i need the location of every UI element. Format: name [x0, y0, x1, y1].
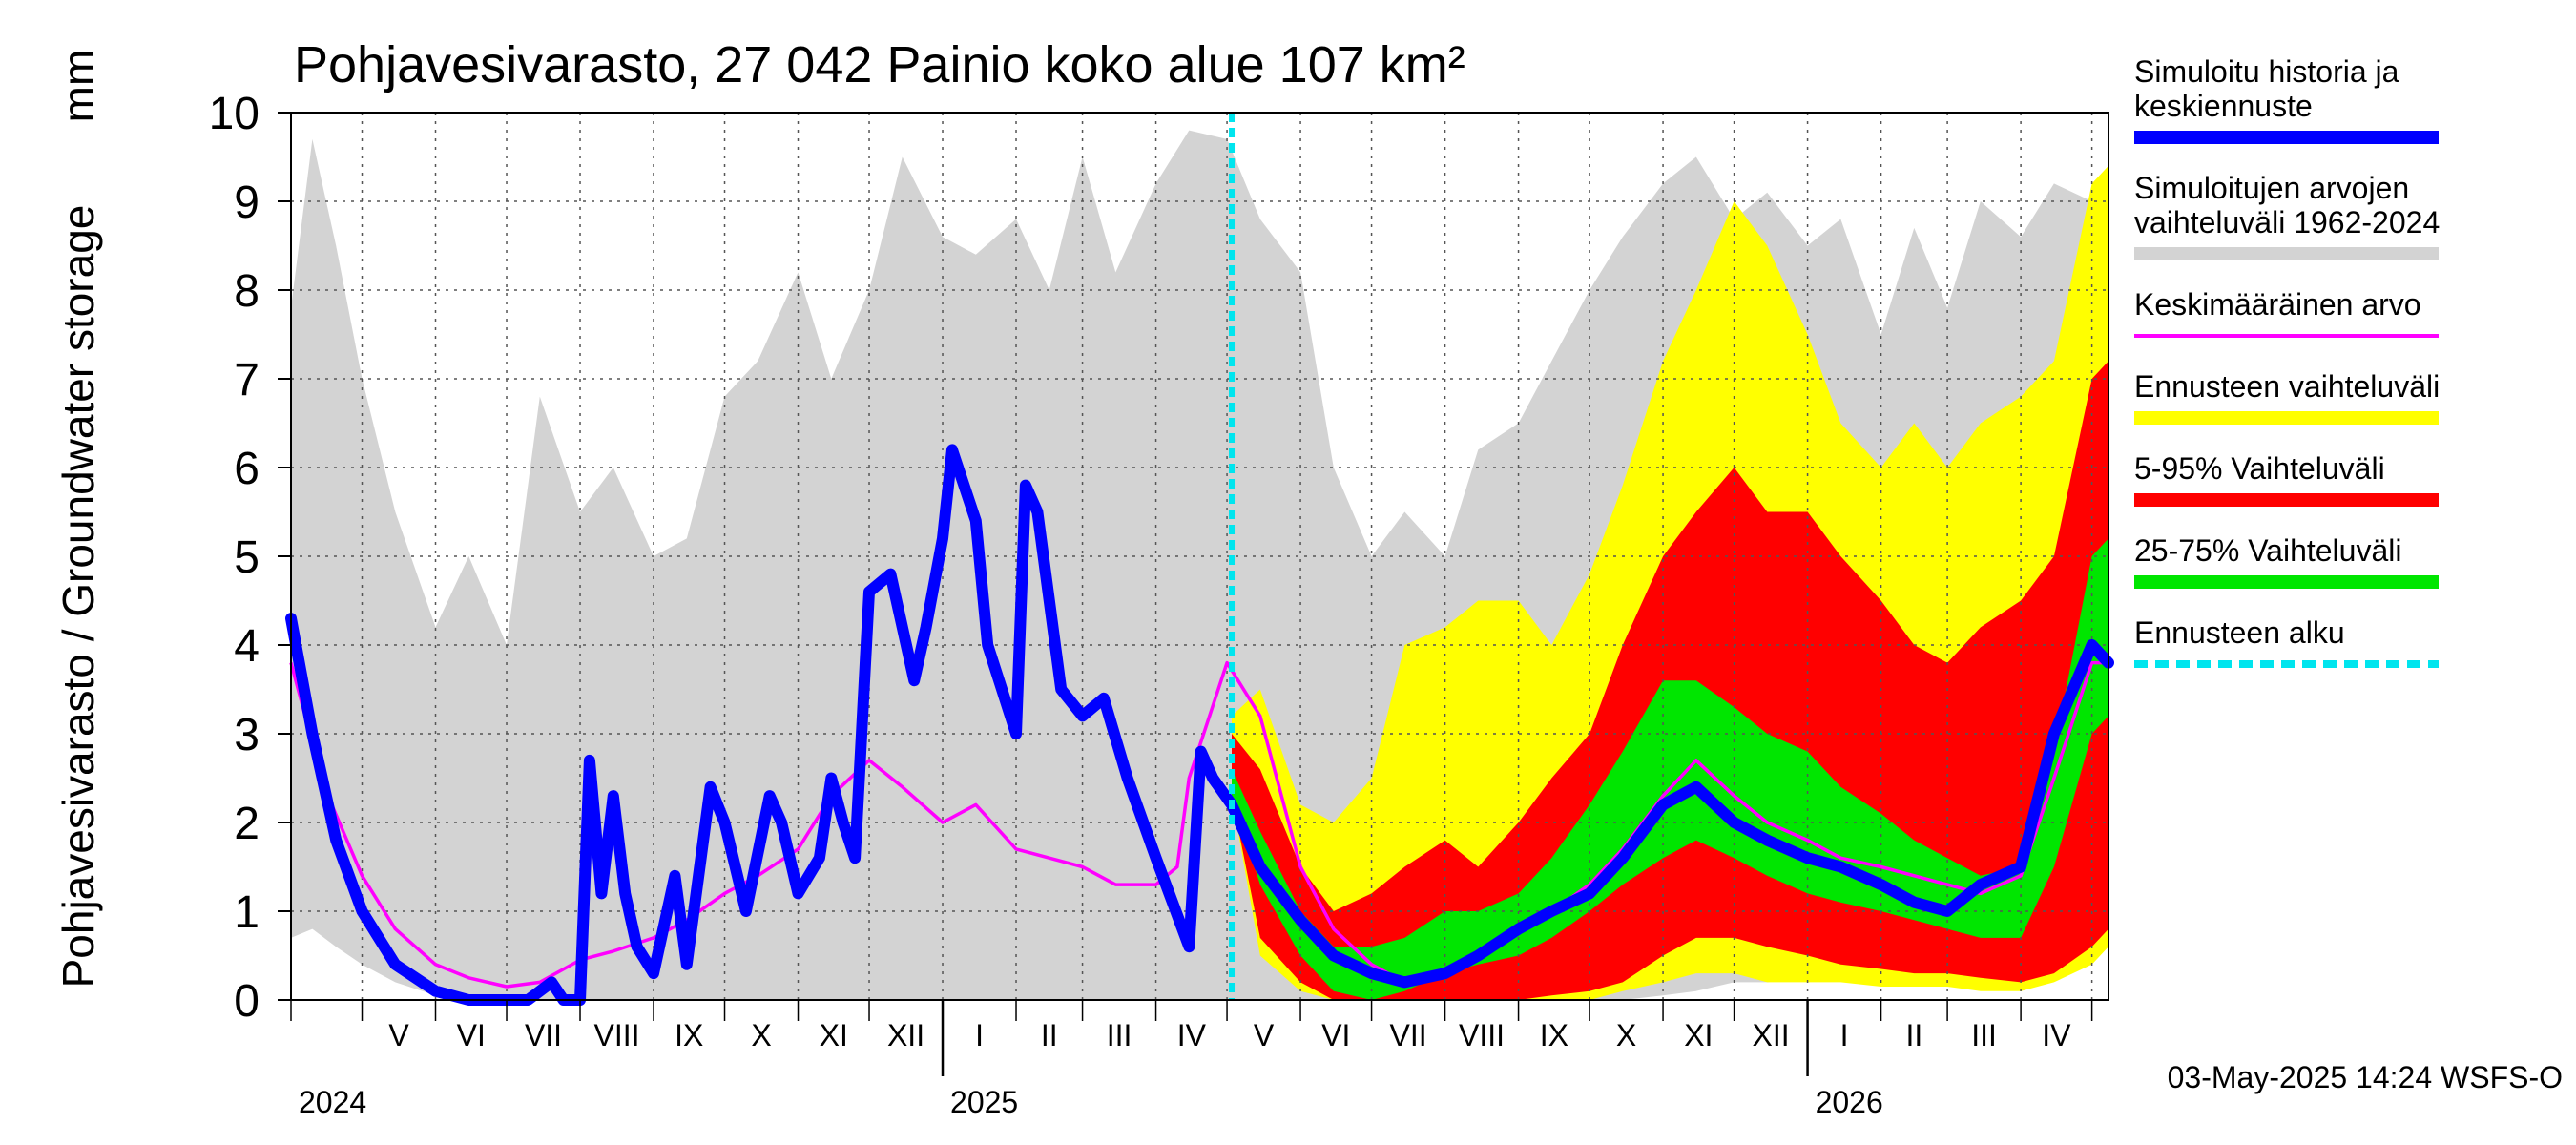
legend-label: 25-75% Vaihteluväli: [2134, 533, 2401, 568]
month-label: VII: [1390, 1018, 1427, 1052]
y-ticks: 0 1 2 3 4 5 6 7 8 9 10: [209, 89, 291, 1027]
legend-label: Ennusteen alku: [2134, 615, 2345, 650]
month-label: X: [1616, 1018, 1636, 1052]
chart-title: Pohjavesivarasto, 27 042 Painio koko alu…: [294, 36, 1465, 94]
y-tick-label: 8: [234, 266, 260, 317]
year-label: 2025: [950, 1085, 1018, 1119]
legend-label: Simuloitujen arvojen: [2134, 171, 2409, 205]
history-line: [285, 444, 2114, 1006]
legend-label: keskiennuste: [2134, 89, 2313, 123]
month-label: IV: [1177, 1018, 1207, 1052]
y-tick-label: 2: [234, 799, 260, 849]
legend-item-mean: Keskimääräinen arvo: [2134, 287, 2439, 338]
year-label: 2024: [299, 1085, 366, 1119]
mean-line: [289, 660, 2109, 989]
y-tick-label: 6: [234, 444, 260, 494]
month-label: VIII: [1459, 1018, 1505, 1052]
month-label: XI: [820, 1018, 848, 1052]
legend: Simuloitu historia jakeskiennusteSimuloi…: [2134, 54, 2440, 668]
month-label: III: [1107, 1018, 1132, 1052]
legend-item-p5_95: 5-95% Vaihteluväli: [2134, 451, 2439, 507]
y-tick-label: 5: [234, 532, 260, 583]
month-label: I: [1840, 1018, 1849, 1052]
month-label: XI: [1684, 1018, 1713, 1052]
month-label: VII: [525, 1018, 562, 1052]
month-label: XII: [887, 1018, 924, 1052]
y-tick-label: 4: [234, 621, 260, 672]
month-label: IX: [675, 1018, 703, 1052]
month-label: II: [1905, 1018, 1922, 1052]
month-label: IX: [1540, 1018, 1568, 1052]
legend-label: 5-95% Vaihteluväli: [2134, 451, 2385, 486]
y-tick-label: 9: [234, 177, 260, 228]
month-label: V: [1254, 1018, 1275, 1052]
month-label: V: [388, 1018, 409, 1052]
y-axis-label: Pohjavesivarasto / Groundwater storage: [53, 205, 103, 989]
legend-item-p25_75: 25-75% Vaihteluväli: [2134, 533, 2439, 589]
month-label: II: [1041, 1018, 1058, 1052]
legend-label: Simuloitu historia ja: [2134, 54, 2399, 89]
legend-label: Keskimääräinen arvo: [2134, 287, 2421, 322]
month-label: VI: [1321, 1018, 1350, 1052]
y-tick-label: 3: [234, 710, 260, 760]
legend-item-forecast_range: Ennusteen vaihteluväli: [2134, 369, 2440, 425]
footer-timestamp: 03-May-2025 14:24 WSFS-O: [2168, 1060, 2563, 1094]
legend-label: Ennusteen vaihteluväli: [2134, 369, 2440, 404]
plot-area: [285, 112, 2114, 1006]
month-label: IV: [2042, 1018, 2071, 1052]
y-tick-label: 10: [209, 89, 260, 139]
month-label: VI: [457, 1018, 486, 1052]
y-tick-label: 0: [234, 976, 260, 1027]
legend-label: vaihteluväli 1962-2024: [2134, 205, 2440, 239]
month-label: III: [1971, 1018, 1997, 1052]
month-label: XII: [1753, 1018, 1790, 1052]
month-label: X: [751, 1018, 771, 1052]
y-axis-unit: mm: [53, 50, 103, 123]
y-tick-label: 7: [234, 355, 260, 406]
y-tick-label: 1: [234, 887, 260, 938]
legend-item-forecast_start: Ennusteen alku: [2134, 615, 2439, 668]
month-label: VIII: [594, 1018, 640, 1052]
lines: [285, 113, 2114, 1006]
x-axis: V VI VII VIII IX X XI XII I II III IV V VI VII VIII IX X X…: [290, 999, 2109, 1119]
year-label: 2026: [1816, 1085, 1883, 1119]
month-label: I: [975, 1018, 984, 1052]
